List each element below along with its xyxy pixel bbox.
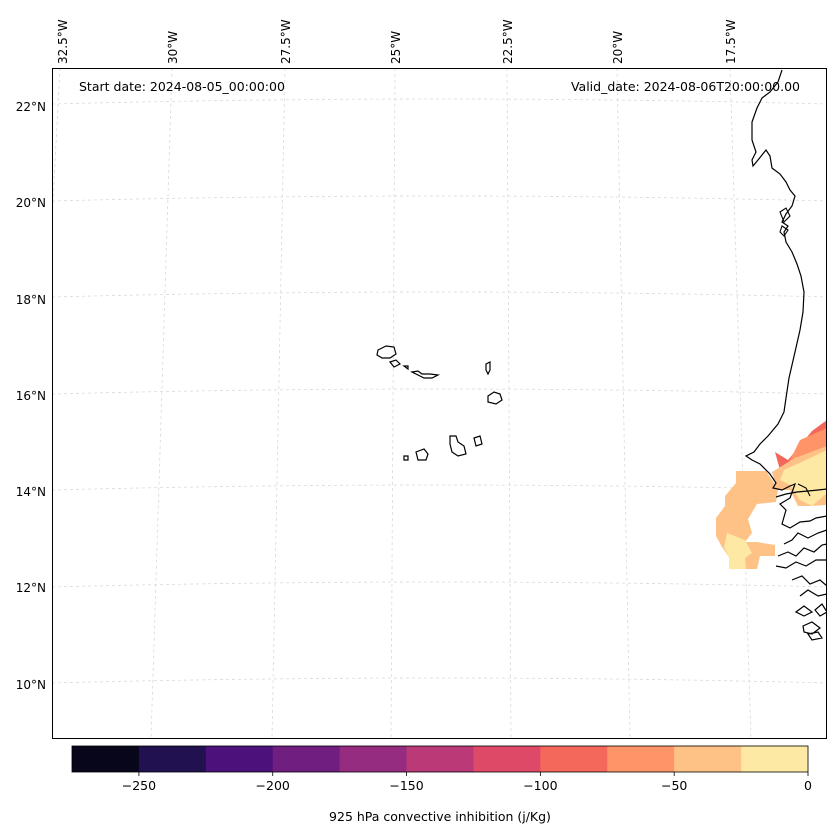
lat-label-18n: 18°N	[16, 293, 46, 307]
lat-label-14n: 14°N	[16, 485, 46, 499]
maio-island	[473, 435, 483, 447]
cin-region-neg25-to-0-west	[724, 533, 752, 569]
cin-field	[716, 420, 827, 569]
gridline-lat-16	[52, 388, 827, 395]
africa-coastline	[744, 69, 827, 529]
colorbar-bin-6	[473, 746, 541, 772]
santo-antao-island	[376, 345, 397, 359]
brava-island	[403, 455, 409, 461]
gridline-lon-20	[616, 68, 631, 739]
colorbar-tick-label-5: 0	[804, 778, 812, 793]
santiago-island	[449, 435, 467, 457]
lon-label-27.5w: 27.5°W	[279, 19, 293, 64]
gridline-lat-18	[52, 291, 827, 298]
gridline-lon-27.5	[271, 68, 286, 739]
cape-verde-islands	[376, 345, 503, 461]
sao-nicolau-island	[410, 370, 441, 379]
colorbar-bin-9	[674, 746, 742, 772]
colorbar-bin-4	[339, 746, 408, 772]
gridline-lon-22.5	[506, 68, 512, 739]
map-area: Start date: 2024-08-05_00:00:00 Valid_da…	[52, 68, 827, 739]
longitude-labels: 32.5°W 30°W 27.5°W 25°W 22.5°W 20°W 17.5…	[56, 19, 738, 64]
colorbar-bin-8	[607, 746, 675, 772]
gambia-river	[775, 488, 827, 498]
lat-label-22n: 22°N	[16, 100, 46, 114]
colorbar-tick-label-0: −250	[122, 778, 156, 793]
colorbar: −250 −200 −150 −100 −50 0	[71, 745, 812, 793]
start-date-label: Start date: 2024-08-05_00:00:00	[79, 79, 285, 94]
colorbar-tick-label-4: −50	[661, 778, 687, 793]
gridline-lat-10	[52, 677, 827, 684]
colorbar-bin-0	[72, 746, 140, 772]
lat-label-12n: 12°N	[16, 581, 46, 595]
valid-date-label: Valid_date: 2024-08-06T20:00:00.00	[571, 79, 800, 94]
colorbar-bin-5	[406, 746, 474, 772]
fogo-island	[415, 448, 429, 461]
colorbar-border	[71, 745, 809, 773]
colorbar-bin-1	[138, 746, 207, 772]
lat-label-10n: 10°N	[16, 678, 46, 692]
bissagos-islands	[794, 603, 827, 641]
sal-island	[485, 361, 491, 376]
latitude-labels: 22°N 20°N 18°N 16°N 14°N 12°N 10°N	[16, 100, 46, 692]
colorbar-bin-7	[540, 746, 608, 772]
colorbar-tick-label-1: −200	[256, 778, 290, 793]
gridline-lat-14	[52, 484, 827, 491]
guinea-bissau-coast	[775, 529, 827, 597]
colorbar-tick-label-2: −150	[389, 778, 423, 793]
gridline-lat-22	[52, 98, 827, 105]
colorbar-tick-label-3: −100	[523, 778, 557, 793]
colorbar-bin-3	[272, 746, 341, 772]
colorbar-bin-10	[741, 746, 809, 772]
map-frame	[52, 68, 827, 739]
lon-label-22.5w: 22.5°W	[501, 19, 515, 64]
lon-label-20w: 20°W	[611, 31, 625, 64]
gridline-lon-30	[150, 68, 173, 739]
map-background	[52, 68, 827, 739]
gridlines	[52, 68, 827, 739]
gridline-lon-32.5	[52, 68, 61, 221]
senegal-inlets	[779, 207, 811, 497]
gridline-lat-20	[52, 195, 827, 202]
gridline-lon-25	[390, 68, 396, 739]
cin-region-neg25-to-0-east	[780, 450, 827, 506]
boa-vista-island	[487, 391, 503, 405]
lon-label-17.5w: 17.5°W	[724, 19, 738, 64]
gridline-lon-17.5	[729, 68, 752, 739]
gridline-lat-12	[52, 581, 827, 588]
sao-vicente-island	[388, 359, 402, 368]
lon-label-32.5w: 32.5°W	[56, 19, 70, 64]
lat-label-20n: 20°N	[16, 196, 46, 210]
colorbar-label: 925 hPa convective inhibition (j/Kg)	[329, 809, 551, 824]
santa-luzia-island	[402, 365, 409, 371]
lon-label-30w: 30°W	[166, 31, 180, 64]
lon-label-25w: 25°W	[389, 31, 403, 64]
colorbar-bin-2	[205, 746, 274, 772]
lat-label-16n: 16°N	[16, 389, 46, 403]
